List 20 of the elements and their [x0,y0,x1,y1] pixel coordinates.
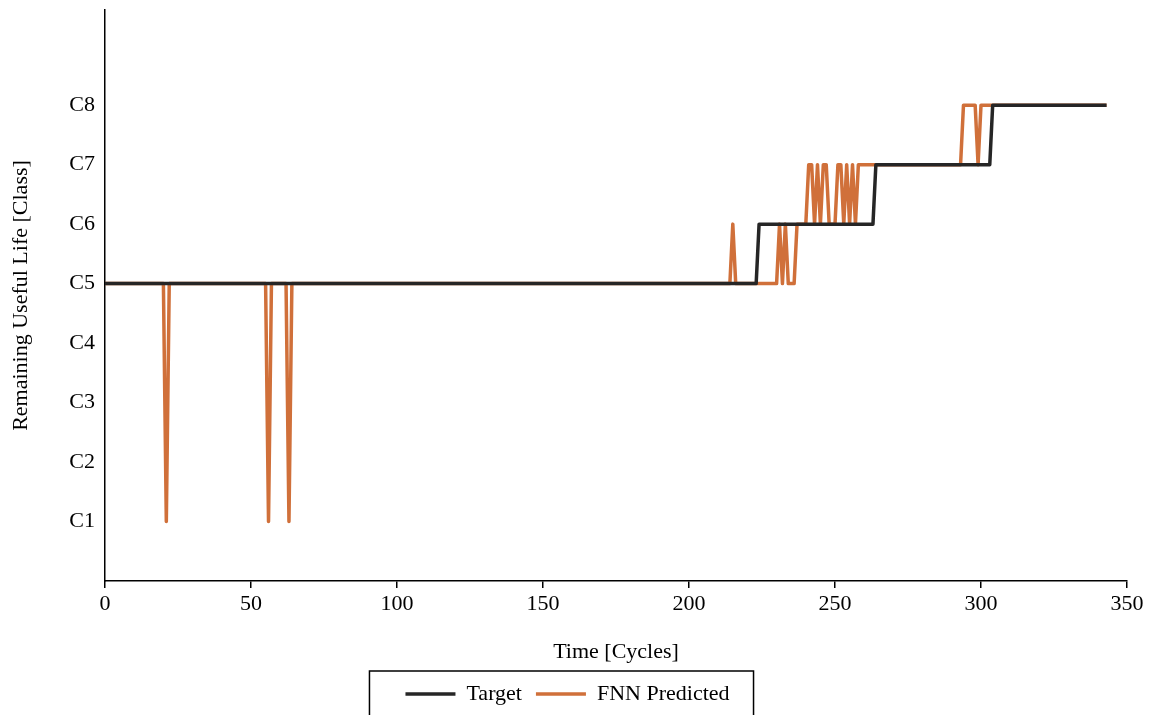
x-tick-label: 50 [240,589,262,615]
x-tick-label: 300 [964,589,998,615]
x-tick-label: 100 [380,589,414,615]
x-tick-label: 350 [1110,589,1144,615]
text: C2 [69,447,95,473]
x-tick-label: 200 [672,589,706,615]
text: C4 [69,328,95,354]
text: C5 [69,269,95,295]
x-tick-label: 0 [99,589,111,615]
x-tick-label: 250 [818,589,852,615]
x-tick-label: 150 [526,589,560,615]
text: C1 [69,507,95,533]
legend-label: Target [466,679,522,705]
legend-label: FNN Predicted [596,679,730,705]
text: C6 [69,209,95,235]
text: C3 [69,388,95,414]
y-axis-title: Remaining Useful Life [Class] [6,160,32,431]
x-axis-title: Time [Cycles] [553,637,679,663]
text: C7 [69,150,95,176]
text: C8 [69,90,95,116]
